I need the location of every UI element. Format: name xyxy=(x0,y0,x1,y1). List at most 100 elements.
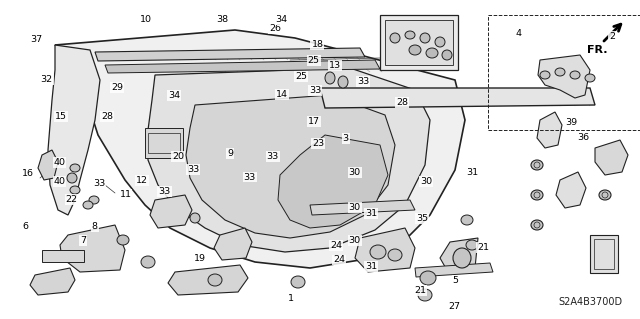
Text: 36: 36 xyxy=(578,133,589,142)
Text: 33: 33 xyxy=(356,77,369,86)
Text: 30: 30 xyxy=(349,236,360,245)
Bar xyxy=(145,128,183,158)
Text: 20: 20 xyxy=(172,152,184,161)
Text: 30: 30 xyxy=(349,168,360,177)
Bar xyxy=(42,250,84,262)
Ellipse shape xyxy=(531,190,543,200)
Ellipse shape xyxy=(409,45,421,55)
Text: 13: 13 xyxy=(330,61,341,70)
Polygon shape xyxy=(48,45,100,215)
Polygon shape xyxy=(186,95,395,238)
Polygon shape xyxy=(440,238,478,272)
Ellipse shape xyxy=(540,71,550,79)
Bar xyxy=(590,235,618,273)
Text: 25: 25 xyxy=(295,72,307,81)
Ellipse shape xyxy=(570,71,580,79)
Ellipse shape xyxy=(435,37,445,47)
Polygon shape xyxy=(148,68,430,252)
Text: 22: 22 xyxy=(66,195,77,204)
Text: 28: 28 xyxy=(101,112,113,121)
Polygon shape xyxy=(595,140,628,175)
Polygon shape xyxy=(60,225,125,272)
Ellipse shape xyxy=(208,274,222,286)
Polygon shape xyxy=(538,55,590,98)
Text: 37: 37 xyxy=(31,35,42,44)
Bar xyxy=(594,239,614,269)
Polygon shape xyxy=(95,48,365,61)
Text: 4: 4 xyxy=(515,29,522,38)
Text: 18: 18 xyxy=(312,40,323,49)
Text: 24: 24 xyxy=(330,241,342,250)
Text: 11: 11 xyxy=(120,190,131,199)
Text: 3: 3 xyxy=(342,134,349,143)
Ellipse shape xyxy=(461,215,473,225)
Ellipse shape xyxy=(599,190,611,200)
Polygon shape xyxy=(105,60,380,73)
Text: 29: 29 xyxy=(111,83,123,92)
Ellipse shape xyxy=(70,164,80,172)
Text: 16: 16 xyxy=(22,169,33,178)
Ellipse shape xyxy=(420,33,430,43)
Polygon shape xyxy=(320,88,595,108)
Text: 33: 33 xyxy=(187,165,200,174)
Polygon shape xyxy=(38,150,58,180)
Bar xyxy=(488,15,640,130)
Polygon shape xyxy=(278,135,388,228)
Ellipse shape xyxy=(70,186,80,194)
Text: 2: 2 xyxy=(609,32,615,41)
Text: 23: 23 xyxy=(312,139,324,148)
Ellipse shape xyxy=(338,76,348,88)
Ellipse shape xyxy=(390,33,400,43)
Polygon shape xyxy=(355,228,415,272)
Ellipse shape xyxy=(453,248,471,268)
Ellipse shape xyxy=(117,235,129,245)
Ellipse shape xyxy=(585,74,595,82)
Text: 12: 12 xyxy=(136,176,148,185)
Text: 34: 34 xyxy=(168,91,180,100)
Polygon shape xyxy=(168,265,248,295)
Ellipse shape xyxy=(442,50,452,60)
Polygon shape xyxy=(30,268,75,295)
Text: 30: 30 xyxy=(349,203,360,212)
Text: 24: 24 xyxy=(333,256,345,264)
Text: 19: 19 xyxy=(194,254,205,263)
Polygon shape xyxy=(415,263,493,277)
Ellipse shape xyxy=(67,173,77,183)
Polygon shape xyxy=(150,195,192,228)
Polygon shape xyxy=(55,30,465,268)
Ellipse shape xyxy=(531,160,543,170)
Text: 28: 28 xyxy=(396,98,408,107)
Bar xyxy=(380,15,458,70)
Text: 35: 35 xyxy=(417,214,428,223)
Text: FR.: FR. xyxy=(587,45,607,55)
Text: 25: 25 xyxy=(308,56,319,65)
Text: 39: 39 xyxy=(566,118,577,127)
Ellipse shape xyxy=(388,249,402,261)
Polygon shape xyxy=(556,172,586,208)
Text: 15: 15 xyxy=(55,112,67,121)
Text: 32: 32 xyxy=(41,75,52,84)
Polygon shape xyxy=(537,112,562,148)
Text: 14: 14 xyxy=(276,90,287,99)
Ellipse shape xyxy=(291,276,305,288)
Polygon shape xyxy=(214,228,252,260)
Ellipse shape xyxy=(89,196,99,204)
Text: 33: 33 xyxy=(93,179,106,188)
Text: 27: 27 xyxy=(449,302,460,311)
Text: 7: 7 xyxy=(80,236,86,245)
Text: 5: 5 xyxy=(452,276,459,285)
Text: 10: 10 xyxy=(140,15,152,24)
Text: 17: 17 xyxy=(308,117,319,126)
Text: 31: 31 xyxy=(365,209,377,218)
Text: 21: 21 xyxy=(415,286,426,295)
Ellipse shape xyxy=(426,48,438,58)
Text: 30: 30 xyxy=(420,177,432,186)
Ellipse shape xyxy=(466,240,478,250)
Text: 38: 38 xyxy=(217,15,228,24)
Text: 1: 1 xyxy=(288,294,294,303)
Text: 33: 33 xyxy=(243,173,256,182)
Text: S2A4B3700D: S2A4B3700D xyxy=(558,297,622,307)
Polygon shape xyxy=(310,200,415,215)
Ellipse shape xyxy=(141,256,155,268)
Ellipse shape xyxy=(325,72,335,84)
